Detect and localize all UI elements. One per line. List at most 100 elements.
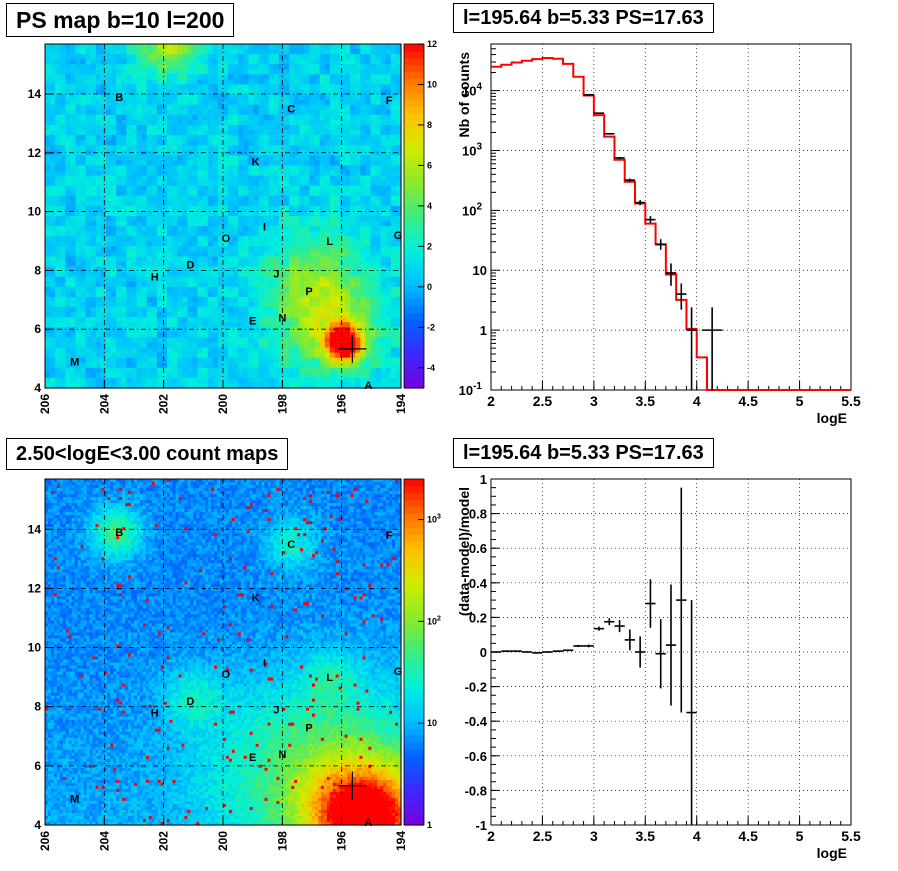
plot2-ytick-label: 1 [480, 323, 487, 338]
plot2-xtick-label: 4 [693, 393, 701, 409]
plot4-ytick-label: -0.4 [465, 714, 488, 729]
residual-data-point [511, 650, 522, 652]
spectrum-data-point [604, 132, 615, 135]
plot2-ytick-label: 102 [462, 201, 482, 218]
panel3-title: 2.50<logE<3.00 count maps [6, 438, 289, 470]
plot2-grid [490, 44, 852, 391]
plot4-xtick-label: 2 [487, 828, 495, 844]
plot4-ytick-label: 1 [480, 472, 487, 487]
map1-xtick-label: 194 [394, 394, 408, 414]
map3-source-label: L [326, 672, 333, 684]
residual-data-point [573, 644, 584, 647]
map3-source-label: I [263, 657, 266, 669]
residual-data-point [542, 651, 553, 653]
map3-cbar-tick-label: 103 [427, 514, 441, 525]
map3-source-label: J [273, 705, 279, 717]
map1-cbar-tick-label: 4 [427, 201, 432, 211]
residual-data-point [501, 650, 512, 652]
map1-xtick-label: 196 [335, 394, 349, 414]
map1-source-label: E [249, 315, 256, 327]
map1-source-label: F [386, 95, 393, 107]
map3-colorbar [404, 479, 424, 826]
residual-data-point [563, 649, 574, 652]
plot4-xtick-label: 4.5 [738, 828, 758, 844]
map1-source-label: J [273, 268, 279, 280]
plot4-ytick-label: -0.8 [465, 783, 487, 798]
spectrum-data-point [701, 307, 723, 390]
plot2-ytick-label: 10 [473, 263, 487, 278]
plot2-xtick-label: 2.5 [533, 393, 553, 409]
map1-source-label: K [252, 157, 260, 169]
map3-cbar-tick-label: 102 [427, 615, 441, 626]
residual-data-point [624, 629, 635, 651]
map1-cbar-tick-label: 6 [427, 160, 432, 170]
map1-source-label: N [278, 312, 286, 324]
plot4-ytick-label: 0 [480, 645, 487, 660]
map1-source-label: D [186, 260, 194, 272]
map3-source-label: M [70, 793, 79, 805]
map3-cbar-tick-label: 1 [427, 820, 432, 830]
map1-source-label: C [287, 104, 295, 116]
map3-ytick-label: 8 [34, 700, 41, 714]
model-histogram-line [491, 57, 851, 391]
spectrum-data-point [686, 307, 697, 390]
map1-ytick-label: 8 [34, 263, 41, 277]
map1-cbar-tick-label: 10 [427, 79, 437, 89]
plot2-xtick-label: 5.5 [841, 393, 861, 409]
plot4-ytick-label: -0.6 [465, 749, 487, 764]
residual-data-point [604, 618, 615, 626]
plot4-xlabel: logE [817, 845, 847, 861]
map1-xtick-label: 200 [216, 394, 230, 414]
map3-source-label: K [252, 592, 260, 604]
spectrum-data-point [645, 216, 656, 223]
map3-source-label: F [386, 530, 393, 542]
map3-source-label: C [287, 539, 295, 551]
map1-source-label: L [326, 236, 333, 248]
map3-xtick-label: 196 [335, 831, 349, 851]
map3-xtick-label: 204 [97, 831, 111, 851]
map3-source-label: A [364, 817, 372, 829]
residual-data-point [614, 619, 625, 633]
residual-data-point [676, 487, 687, 713]
map1-source-label: P [305, 286, 312, 298]
map1-xtick-label: 206 [38, 394, 52, 414]
residual-data-point [655, 619, 666, 689]
plot2-xtick-label: 2 [487, 393, 495, 409]
residual-data-point [665, 584, 677, 706]
map1-cbar-tick-label: 8 [427, 120, 432, 130]
plot4-xtick-label: 3 [590, 828, 598, 844]
map1-source-label: I [263, 221, 266, 233]
map3-xtick-label: 202 [157, 831, 171, 851]
map3-source-label: H [151, 708, 159, 720]
plot4-ylabel: (data-model)/model [456, 487, 472, 616]
map3-ytick-label: 12 [28, 581, 42, 595]
spectrum-data-point [655, 239, 666, 250]
map3-xtick-label: 206 [38, 831, 52, 851]
map1-xtick-label: 198 [275, 394, 289, 414]
map1-cbar-tick-label: -4 [427, 363, 435, 373]
plot4-xtick-label: 2.5 [533, 828, 553, 844]
map3-ytick-label: 14 [28, 522, 42, 536]
residual-data-point [635, 636, 646, 668]
residual-data-point [552, 650, 563, 652]
spectrum-data-point [676, 283, 687, 310]
map1-ytick-label: 14 [28, 87, 42, 101]
map1-colorbar [404, 44, 424, 389]
residual-data-point [532, 652, 543, 654]
plot2-ytick-label: 10-1 [459, 381, 483, 398]
plot2-xtick-label: 5 [796, 393, 804, 409]
map3-cbar-tick-label: 10 [427, 718, 437, 728]
plot2-ytick-label: 103 [462, 141, 482, 158]
panel4-title: l=195.64 b=5.33 PS=17.63 [453, 438, 714, 468]
spectrum-data-point [583, 94, 594, 96]
map3-source-label: G [394, 666, 403, 678]
map1-ytick-label: 4 [34, 381, 41, 395]
map3-xtick-label: 194 [394, 831, 408, 851]
map1-source-label: B [115, 92, 123, 104]
map1-ytick-label: 12 [28, 146, 42, 160]
map3-xtick-label: 200 [216, 831, 230, 851]
plot2-ylabel: Nb of counts [456, 52, 472, 138]
map3-source-label: D [186, 696, 194, 708]
map1-source-label: H [151, 271, 159, 283]
plot2-xtick-label: 3 [590, 393, 598, 409]
